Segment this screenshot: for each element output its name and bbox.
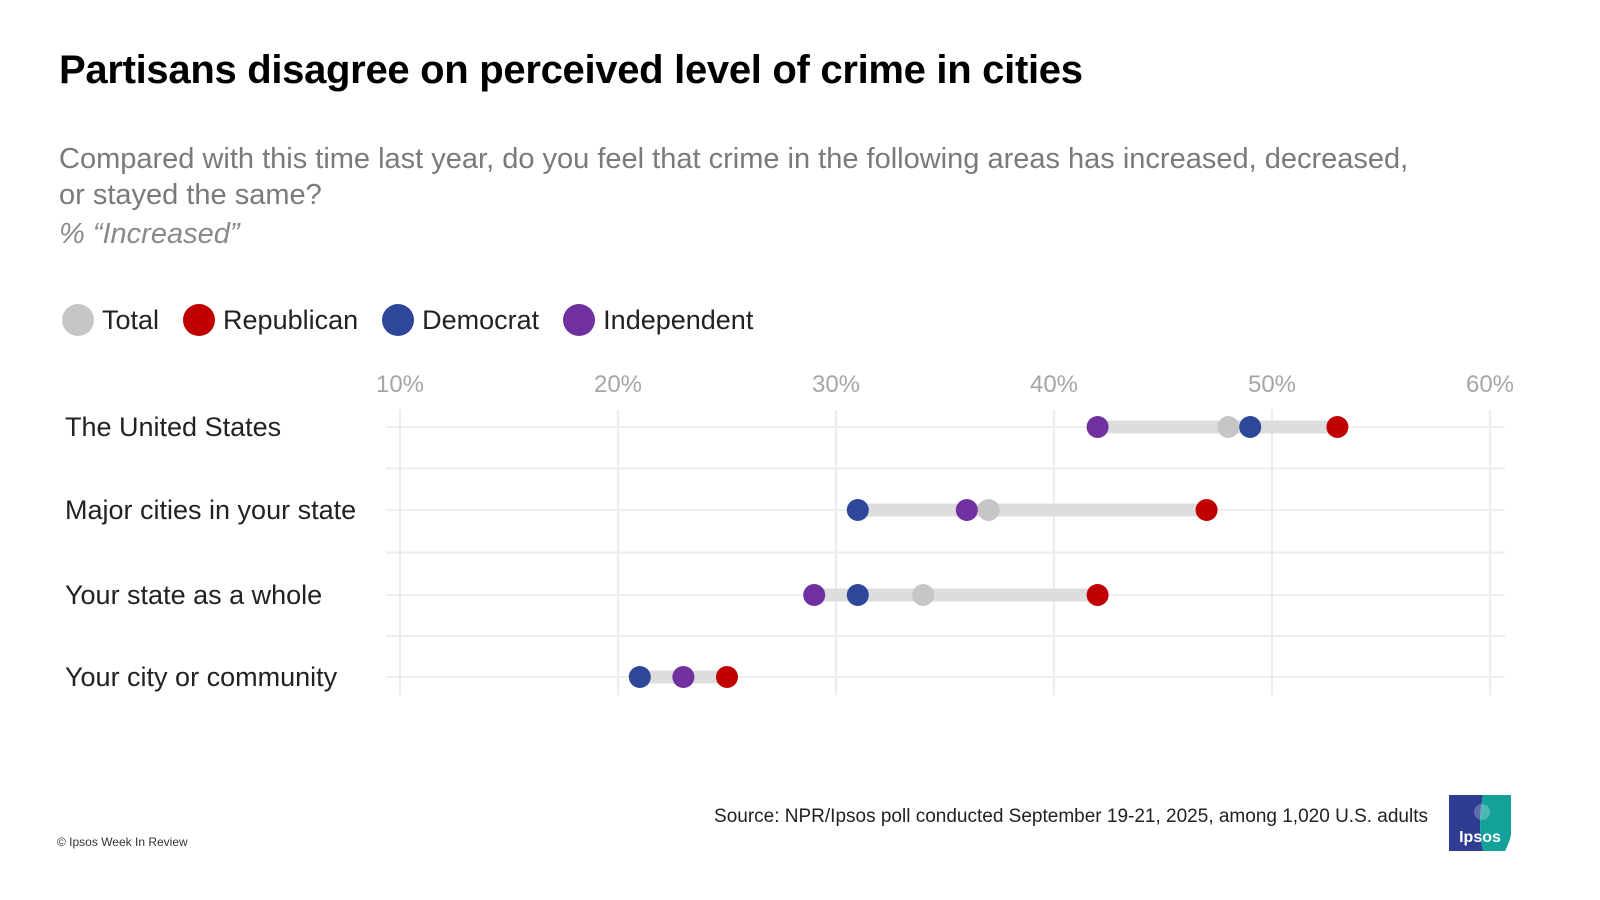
category-label: Your city or community [65, 662, 338, 692]
data-point-republican [1195, 499, 1218, 521]
x-tick-label: 50% [1248, 371, 1296, 398]
logo-right-panel [1480, 795, 1511, 851]
chart-title: Partisans disagree on perceived level of… [59, 48, 1083, 92]
data-point-republican [1086, 584, 1109, 606]
legend-label-democrat: Democrat [422, 304, 540, 335]
data-point-democrat [846, 499, 869, 521]
copyright-note: © Ipsos Week In Review [57, 835, 188, 849]
logo-head-icon [1474, 804, 1490, 820]
data-point-total [1217, 416, 1240, 438]
x-tick-label: 30% [812, 371, 860, 398]
unit-label: % “Increased” [59, 218, 240, 250]
data-point-independent [955, 499, 978, 521]
data-point-independent [1086, 416, 1109, 438]
category-label: Your state as a whole [65, 580, 322, 610]
category-label: The United States [65, 412, 281, 442]
data-point-republican [1326, 416, 1349, 438]
data-point-republican [716, 666, 738, 688]
x-tick-label: 10% [376, 371, 424, 398]
legend-item-republican: Republican [183, 304, 358, 336]
chart-subtitle: Compared with this time last year, do yo… [59, 143, 1409, 211]
legend-swatch-republican [183, 304, 216, 336]
data-point-independent [672, 666, 695, 688]
legend-swatch-independent [563, 304, 596, 336]
legend-label-republican: Republican [223, 304, 359, 335]
legend-item-total: Total [62, 304, 159, 336]
source-note: Source: NPR/Ipsos poll conducted Septemb… [714, 806, 1428, 827]
legend-label-independent: Independent [603, 304, 754, 335]
logo-left-panel [1449, 795, 1483, 851]
legend-item-democrat: Democrat [382, 304, 539, 336]
data-point-total [977, 499, 1000, 521]
data-point-democrat [628, 666, 651, 688]
ipsos-logo: Ipsos [1449, 795, 1511, 851]
x-tick-label: 20% [594, 371, 642, 398]
data-point-democrat [1239, 416, 1262, 438]
x-tick-label: 60% [1466, 371, 1514, 398]
data-point-total [912, 584, 935, 606]
legend: Total Republican Democrat Independent [62, 304, 777, 336]
legend-swatch-democrat [382, 304, 415, 336]
logo-text: Ipsos [1459, 829, 1501, 846]
data-point-democrat [846, 584, 869, 606]
data-point-independent [803, 584, 826, 606]
category-label: Major cities in your state [65, 495, 356, 525]
legend-swatch-total [62, 304, 94, 336]
legend-item-independent: Independent [563, 304, 753, 336]
x-tick-label: 40% [1030, 371, 1078, 398]
legend-label-total: Total [102, 304, 160, 335]
